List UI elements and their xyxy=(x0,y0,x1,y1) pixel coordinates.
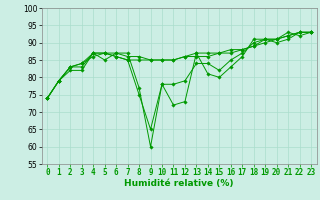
X-axis label: Humidité relative (%): Humidité relative (%) xyxy=(124,179,234,188)
